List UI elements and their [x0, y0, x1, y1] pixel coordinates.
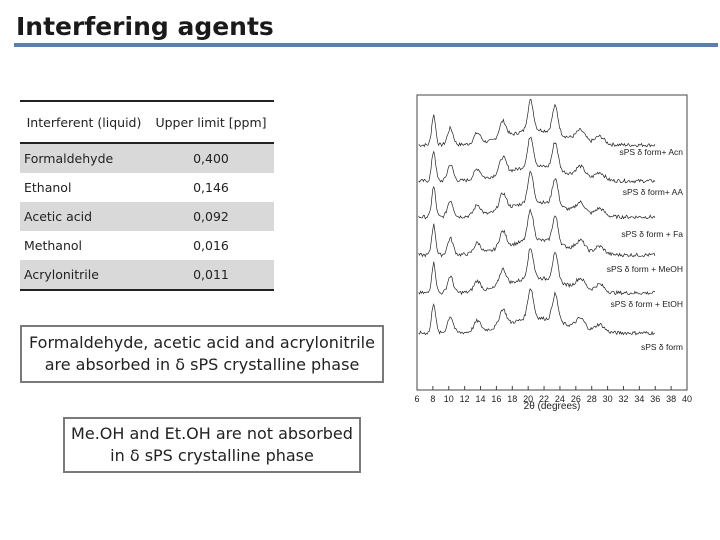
interferent-name: Acrylonitrile — [20, 260, 148, 291]
xrd-series-line — [418, 170, 656, 220]
x-tick-label: 30 — [603, 394, 613, 404]
x-tick-label: 38 — [666, 394, 676, 404]
upper-limit-value: 0,092 — [148, 202, 274, 231]
x-tick-label: 22 — [539, 394, 549, 404]
xrd-series-line — [418, 208, 656, 258]
absorbed-note-box: Formaldehyde, acetic acid and acrylonitr… — [20, 325, 384, 383]
upper-limit-value: 0,016 — [193, 238, 229, 253]
interferent-name: Formaldehyde — [20, 143, 148, 173]
series-label: sPS δ form — [641, 342, 683, 352]
upper-limit-value: 0,400 — [148, 143, 274, 173]
series-labels: sPS δ form+ Acn sPS δ form+ AA sPS δ form … — [607, 147, 684, 352]
xrd-curves — [418, 98, 656, 336]
interferent-table: Interferent (liquid) Upper limit [ppm] F… — [20, 100, 274, 291]
upper-limit-value: 0,011 — [148, 260, 274, 291]
title-underline — [14, 43, 718, 47]
table-row: Acetic acid 0,092 — [20, 202, 274, 231]
not-absorbed-note-text: Me.OH and Et.OH are not absorbed in δ sP… — [71, 424, 353, 465]
not-absorbed-note-box: Me.OH and Et.OH are not absorbed in δ sP… — [63, 417, 361, 473]
x-tick-label: 18 — [507, 394, 517, 404]
x-tick-label: 16 — [491, 394, 501, 404]
plot-frame — [416, 94, 688, 391]
x-tick-label: 26 — [571, 394, 581, 404]
series-label: sPS δ form + Fa — [621, 229, 683, 239]
xrd-series-line — [418, 98, 656, 148]
xrd-series-line — [418, 287, 656, 336]
series-label: sPS δ form+ Acn — [619, 147, 683, 157]
x-tick-label: 34 — [634, 394, 644, 404]
absorbed-note-text: Formaldehyde, acetic acid and acrylonitr… — [29, 333, 375, 374]
header-upper-limit: Upper limit [ppm] — [148, 100, 274, 144]
x-tick-label: 12 — [460, 394, 470, 404]
table-row: Ethanol 0,146 — [20, 173, 274, 202]
x-tick-label: 32 — [618, 394, 628, 404]
x-tick-label: 14 — [476, 394, 486, 404]
series-label: sPS δ form + EtOH — [610, 299, 683, 309]
interferent-name: Acetic acid — [20, 202, 148, 231]
x-tick-label: 10 — [444, 394, 454, 404]
x-tick-label: 36 — [650, 394, 660, 404]
xrd-series-line — [418, 136, 656, 184]
table-row: Methanol 0,016 — [20, 231, 274, 260]
upper-limit-value: 0,146 — [193, 180, 229, 195]
x-axis-label: 2θ (degrees) — [524, 401, 581, 412]
x-tick-label: 6 — [414, 394, 419, 404]
x-tick-label: 20 — [523, 394, 533, 404]
x-tick-label: 24 — [555, 394, 565, 404]
xrd-chart: sPS δ form+ Acn sPS δ form+ AA sPS δ form … — [414, 94, 692, 412]
xrd-series-line — [418, 248, 656, 296]
table-row: Formaldehyde 0,400 — [20, 143, 274, 173]
x-ticks: 6 8 10 12 14 16 18 20 22 24 26 28 30 32 34 36 38 40 — [414, 386, 692, 404]
x-tick-label: 40 — [682, 394, 692, 404]
table-row: Acrylonitrile 0,011 — [20, 260, 274, 291]
interferent-name: Ethanol — [24, 180, 72, 195]
x-tick-label: 8 — [430, 394, 435, 404]
header-interferent: Interferent (liquid) — [20, 100, 148, 144]
interferent-name: Methanol — [24, 238, 83, 253]
series-label: sPS δ form + MeOH — [607, 264, 683, 274]
page-title: Interfering agents — [16, 12, 274, 41]
x-tick-label: 28 — [587, 394, 597, 404]
table-header-row: Interferent (liquid) Upper limit [ppm] — [20, 100, 274, 144]
series-label: sPS δ form+ AA — [623, 187, 684, 197]
